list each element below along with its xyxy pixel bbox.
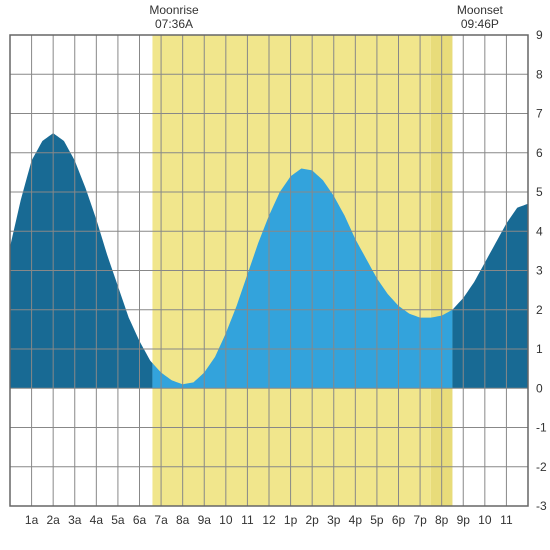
x-tick-label: 5p — [370, 513, 384, 527]
y-tick-label: 5 — [536, 185, 543, 199]
y-tick-label: 0 — [536, 381, 543, 395]
x-tick-label: 2p — [305, 513, 319, 527]
x-tick-label: 4a — [90, 513, 104, 527]
x-tick-label: 6a — [133, 513, 147, 527]
y-tick-label: 2 — [536, 303, 543, 317]
x-tick-label: 8a — [176, 513, 190, 527]
moonset-time: 09:46P — [461, 17, 499, 31]
x-tick-label: 5a — [111, 513, 125, 527]
x-tick-label: 10 — [219, 513, 233, 527]
x-tick-label: 8p — [435, 513, 449, 527]
x-tick-label: 1a — [25, 513, 39, 527]
tide-chart: -3-2-101234567891a2a3a4a5a6a7a8a9a101112… — [0, 0, 550, 550]
x-tick-label: 10 — [478, 513, 492, 527]
x-tick-label: 2a — [46, 513, 60, 527]
x-tick-label: 3a — [68, 513, 82, 527]
x-tick-label: 3p — [327, 513, 341, 527]
moonset-label: Moonset — [457, 3, 504, 17]
x-tick-label: 12 — [262, 513, 276, 527]
chart-svg: -3-2-101234567891a2a3a4a5a6a7a8a9a101112… — [0, 0, 550, 550]
y-tick-label: -2 — [536, 460, 547, 474]
y-tick-label: 7 — [536, 107, 543, 121]
x-tick-label: 9p — [457, 513, 471, 527]
x-tick-label: 6p — [392, 513, 406, 527]
y-tick-label: -1 — [536, 421, 547, 435]
y-tick-label: -3 — [536, 499, 547, 513]
moonrise-time: 07:36A — [155, 17, 193, 31]
y-tick-label: 8 — [536, 67, 543, 81]
x-tick-label: 11 — [500, 513, 513, 527]
moonrise-label: Moonrise — [149, 3, 199, 17]
y-tick-label: 1 — [536, 342, 543, 356]
x-tick-label: 11 — [241, 513, 254, 527]
x-tick-label: 1p — [284, 513, 298, 527]
x-tick-label: 7a — [154, 513, 168, 527]
y-tick-label: 6 — [536, 146, 543, 160]
y-tick-label: 9 — [536, 28, 543, 42]
x-tick-label: 4p — [349, 513, 363, 527]
y-tick-label: 3 — [536, 264, 543, 278]
x-tick-label: 7p — [413, 513, 427, 527]
x-tick-label: 9a — [198, 513, 212, 527]
y-tick-label: 4 — [536, 224, 543, 238]
